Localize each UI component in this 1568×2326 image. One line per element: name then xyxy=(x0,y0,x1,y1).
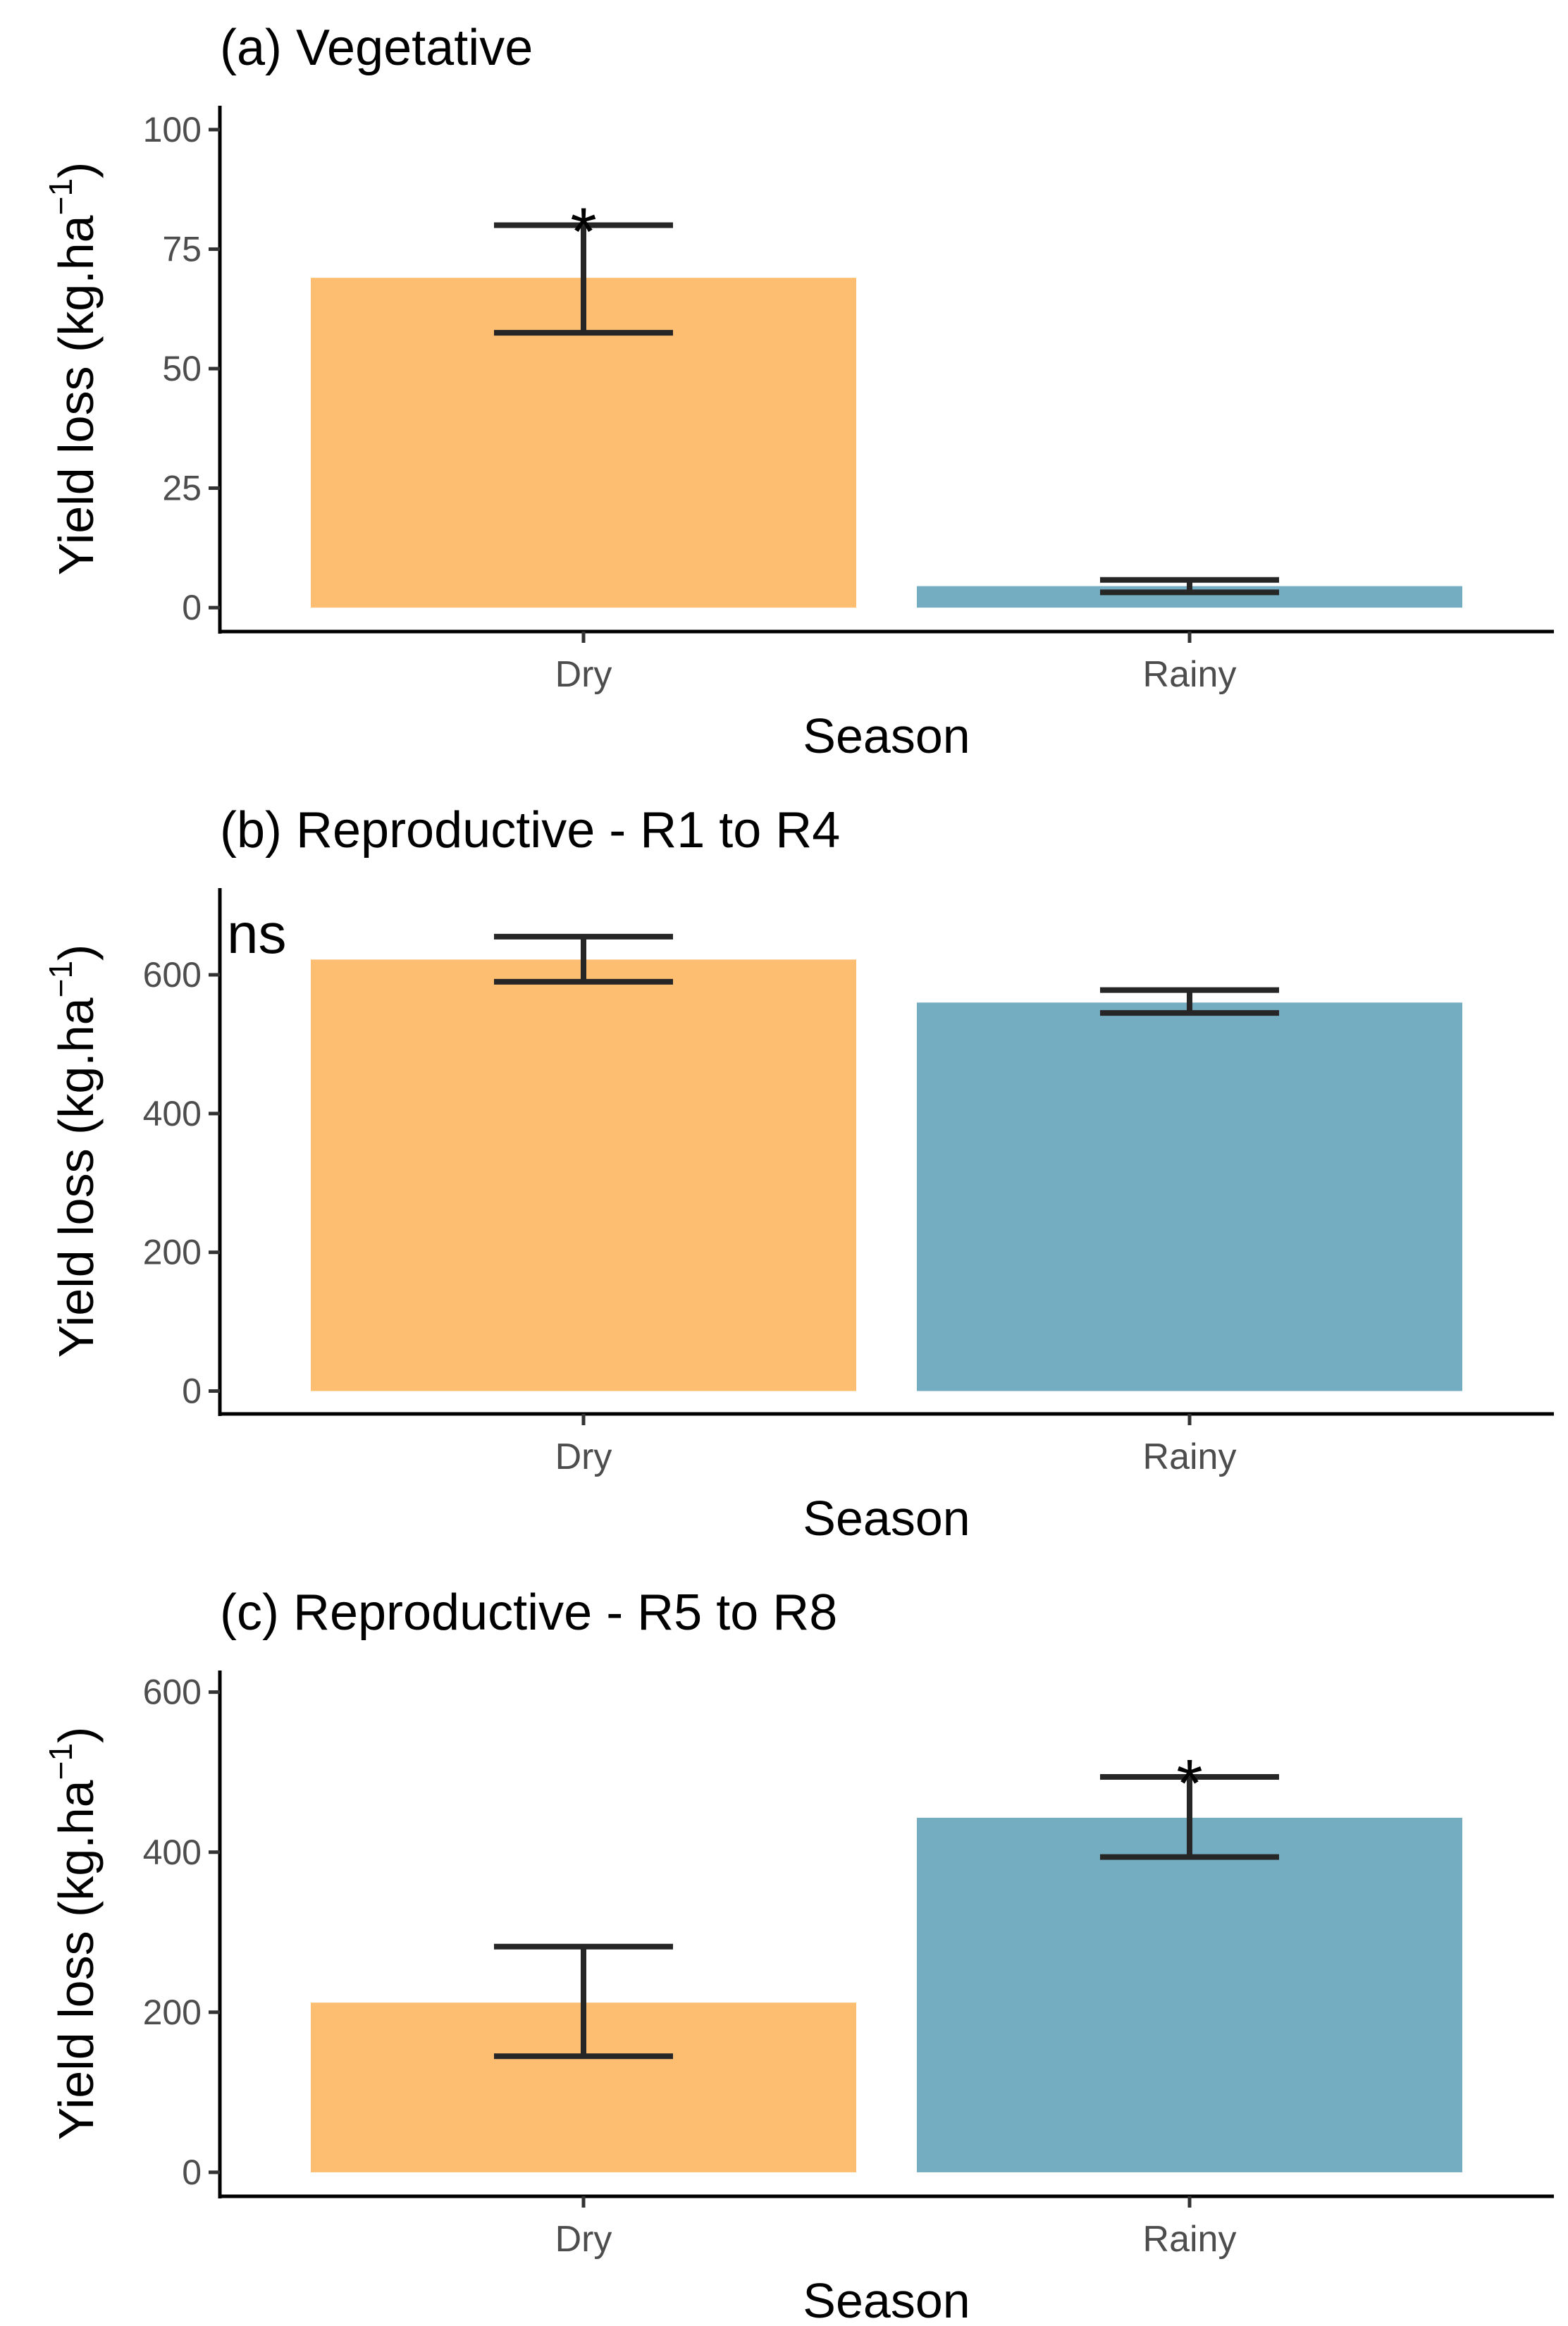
y-axis-title-close: ) xyxy=(49,1727,104,1743)
y-axis-title-superscript: −1 xyxy=(42,961,79,997)
y-axis-title-main: Yield loss (kg.ha xyxy=(49,215,104,575)
significance-marker: * xyxy=(570,195,596,270)
error-bar-rainy xyxy=(1100,1774,1279,1860)
y-axis-title-main: Yield loss (kg.ha xyxy=(49,1780,104,2140)
y-tick-label: 25 xyxy=(162,469,202,508)
y-tick-label: 400 xyxy=(143,1833,202,1872)
y-tick-label: 600 xyxy=(143,955,202,995)
chart-panel-1: (a) Vegetative * 0 25 50 75 100 Dry Rainy Season Y… xyxy=(42,20,1554,763)
x-axis-title: Season xyxy=(803,708,970,763)
y-tick-label: 400 xyxy=(143,1094,202,1133)
x-tick-label: Rainy xyxy=(1143,654,1237,695)
bar-dry xyxy=(311,959,856,1391)
x-tick-label: Dry xyxy=(555,2219,612,2260)
y-tick-label: 50 xyxy=(162,349,202,388)
x-tick-label: Rainy xyxy=(1143,2219,1237,2260)
x-tick-label: Dry xyxy=(555,1436,612,1477)
significance-marker: ns xyxy=(227,902,287,965)
panel-title: (c) Reproductive - R5 to R8 xyxy=(220,1584,837,1641)
x-tick-label: Rainy xyxy=(1143,1436,1237,1477)
y-tick-label: 0 xyxy=(182,2153,202,2192)
error-bar-dry xyxy=(494,933,673,985)
y-tick-label: 200 xyxy=(143,1993,202,2032)
bar-rainy xyxy=(917,1817,1462,2172)
y-tick-label: 200 xyxy=(143,1233,202,1272)
y-axis-title: Yield loss (kg.ha−1) xyxy=(42,944,104,1358)
y-tick-label: 0 xyxy=(182,1372,202,1411)
chart-panel-2: (b) Reproductive - R1 to R4 ns 0 200 400 600 D… xyxy=(42,802,1554,1546)
y-tick-label: 100 xyxy=(143,110,202,149)
y-axis-title-superscript: −1 xyxy=(42,1743,79,1780)
y-axis-title-superscript: −1 xyxy=(42,178,79,215)
chart-panel-3: (c) Reproductive - R5 to R8 * 0 200 400 600 Dr… xyxy=(42,1584,1554,2326)
y-axis-title-main: Yield loss (kg.ha xyxy=(49,997,104,1358)
error-bar-rainy xyxy=(1100,987,1279,1016)
bar-rainy xyxy=(917,1002,1462,1391)
y-tick-label: 75 xyxy=(162,229,202,269)
y-axis-title-close: ) xyxy=(49,944,104,961)
y-axis-title-close: ) xyxy=(49,162,104,178)
x-tick-label: Dry xyxy=(555,654,612,695)
panel-title: (a) Vegetative xyxy=(220,20,533,76)
x-axis-title: Season xyxy=(803,2273,970,2326)
y-tick-label: 600 xyxy=(143,1673,202,1712)
y-axis-title: Yield loss (kg.ha−1) xyxy=(42,162,104,576)
y-tick-label: 0 xyxy=(182,588,202,627)
significance-marker: * xyxy=(1176,1746,1202,1821)
x-axis-title: Season xyxy=(803,1491,970,1546)
error-bar-dry xyxy=(494,1943,673,2060)
error-bar-rainy xyxy=(1100,577,1279,596)
error-bar-dry xyxy=(494,222,673,336)
panel-title: (b) Reproductive - R1 to R4 xyxy=(220,802,840,859)
y-axis-title: Yield loss (kg.ha−1) xyxy=(42,1727,104,2141)
